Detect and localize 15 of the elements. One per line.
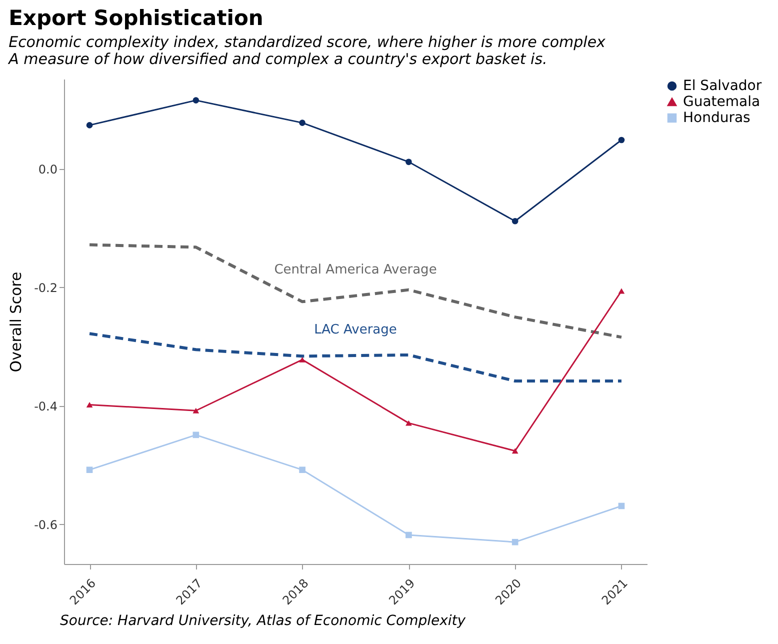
y-tick-label: 0.0	[38, 162, 58, 177]
y-axis-title: Overall Score	[7, 272, 26, 372]
legend-label: Honduras	[683, 110, 750, 126]
chart-title: Export Sophistication	[8, 6, 264, 30]
series-label: Central America Average	[274, 262, 437, 278]
legend-label: El Salvador	[683, 78, 762, 94]
y-tick-label: -0.4	[34, 399, 58, 414]
y-tick-label: -0.6	[34, 518, 58, 532]
source-note: Source: Harvard University, Atlas of Economic Complexity	[60, 613, 467, 629]
legend-label: Guatemala	[683, 94, 760, 110]
series-label: LAC Average	[314, 322, 397, 338]
text: A measure of how diversified and complex a country's export basket is.	[8, 50, 548, 68]
text: Economic complexity index, standardized score, where higher is more complex	[8, 33, 606, 51]
line-series	[88, 243, 623, 339]
y-tick-label: -0.2	[34, 280, 58, 295]
